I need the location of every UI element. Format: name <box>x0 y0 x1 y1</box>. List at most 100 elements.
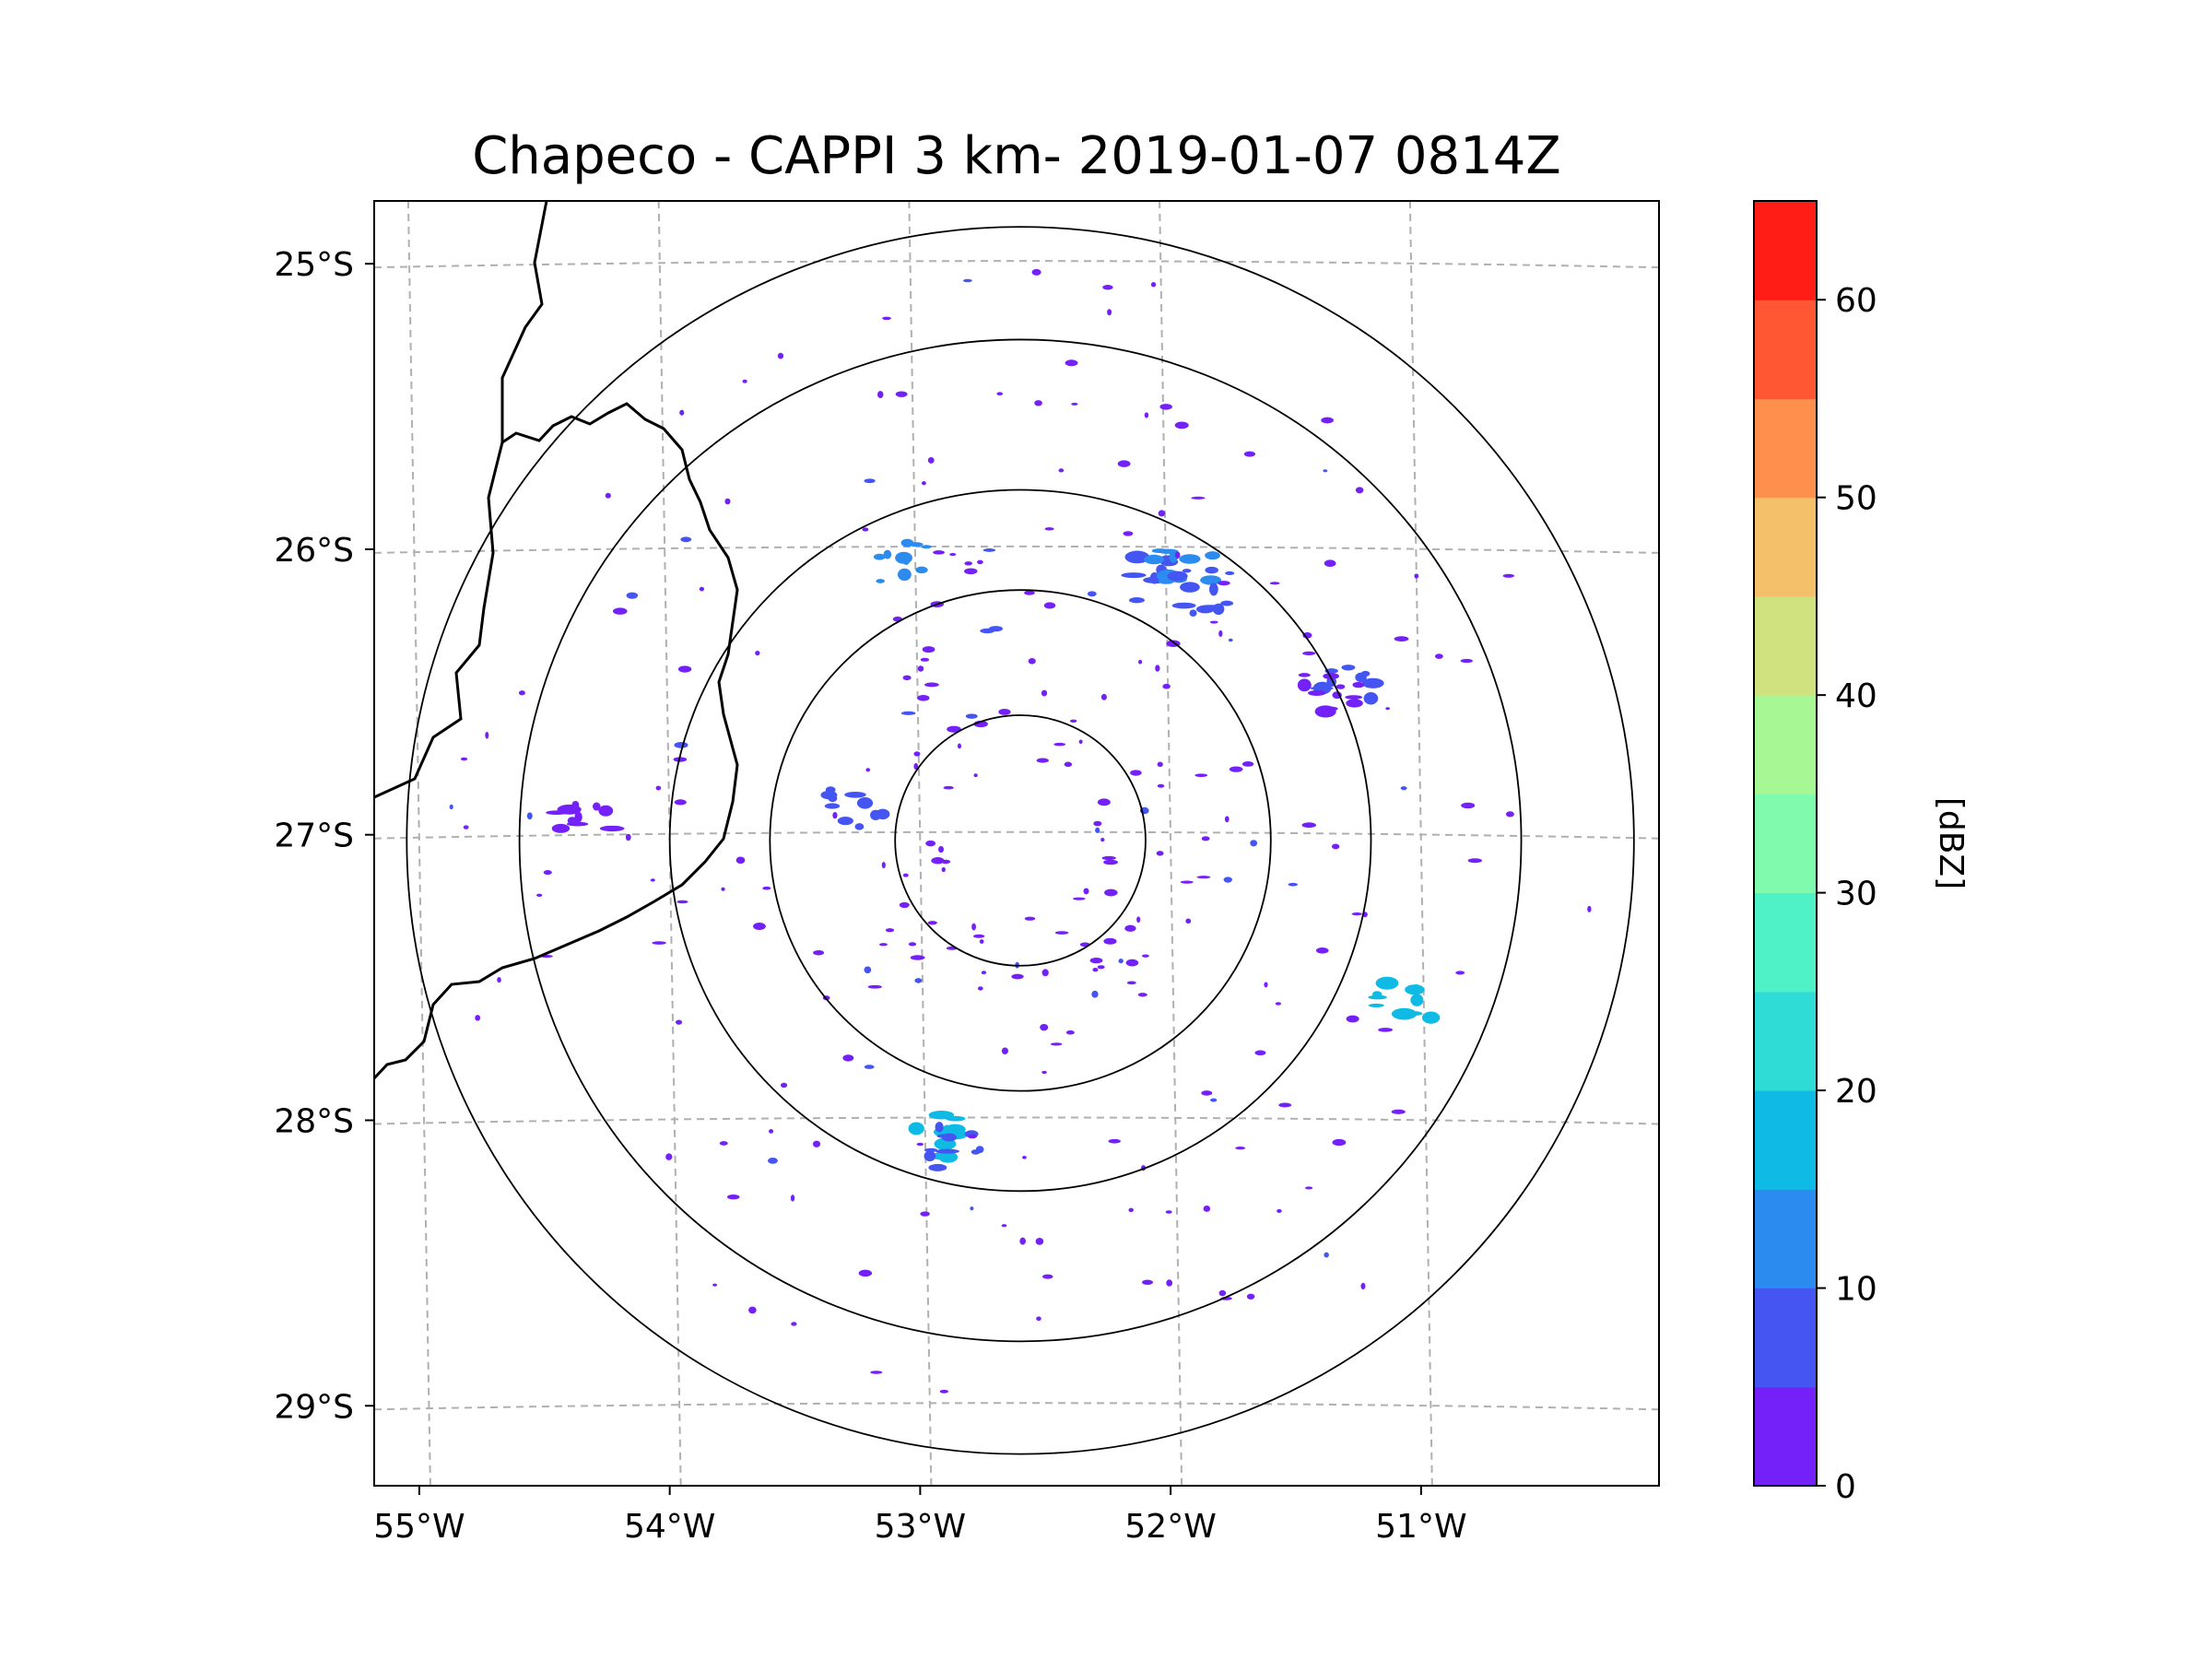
echo-cluster-cell <box>1391 1007 1418 1020</box>
echo-cell <box>1024 590 1035 595</box>
echo-cell <box>908 942 917 947</box>
echo-cell <box>842 1054 854 1062</box>
echo-cell <box>941 859 951 865</box>
border-argentina-west <box>374 201 548 799</box>
echo-cell <box>1201 836 1210 841</box>
echo-cell <box>753 923 766 930</box>
echo-cell <box>977 559 983 565</box>
echo-cell <box>767 1157 778 1164</box>
colorbar-bin <box>1754 201 1817 300</box>
echo-cell <box>605 492 611 499</box>
echo-cell <box>674 742 688 748</box>
colorbar-tick-label: 10 <box>1835 1271 1877 1309</box>
echo-cell <box>1159 404 1172 410</box>
gridline-lon <box>406 201 431 1486</box>
echo-cluster-cell <box>824 803 841 809</box>
echo-cell <box>920 1211 930 1217</box>
echo-cell <box>1391 1109 1406 1114</box>
range-ring <box>668 488 1372 1193</box>
y-axis-ticks: 25°S 26°S 27°S 28°S 29°S <box>274 246 374 1426</box>
echo-cell <box>1434 653 1443 659</box>
echo-cell <box>1054 931 1069 935</box>
range-ring <box>406 226 1635 1455</box>
echo-cell <box>977 986 983 991</box>
echo-cell <box>1460 658 1473 664</box>
echo-cell <box>862 527 869 532</box>
echo-cluster-cell <box>1335 684 1346 689</box>
echo-cluster-cell <box>1167 571 1188 582</box>
echo-cell <box>1093 820 1102 827</box>
echo-cell <box>780 1082 788 1088</box>
echo-cell <box>791 1322 797 1326</box>
echo-cell <box>1203 1205 1211 1212</box>
echo-cluster-cell <box>551 823 571 833</box>
echo-cell <box>1194 773 1208 778</box>
echo-cell <box>941 866 946 873</box>
echo-cell <box>1191 496 1206 500</box>
colorbar-tick-label: 40 <box>1835 677 1877 715</box>
echo-cell <box>927 456 935 464</box>
gridline-lat <box>374 1116 1659 1125</box>
border-santa-catarina-rs <box>374 402 739 1080</box>
echo-cell <box>790 1194 795 1202</box>
echo-cluster-cell <box>1208 582 1218 596</box>
x-tick-label: 54°W <box>624 1508 715 1546</box>
echo-cell <box>949 553 957 557</box>
echo-cell <box>1360 1282 1366 1290</box>
colorbar-bin <box>1754 497 1817 597</box>
echo-cell <box>1394 636 1409 641</box>
map-area <box>374 201 1659 1486</box>
echo-cluster-cell <box>1180 582 1200 593</box>
echo-cell <box>1166 1279 1173 1287</box>
echo-cell <box>858 1269 873 1277</box>
colorbar-bin <box>1754 1090 1817 1190</box>
echo-cell <box>1269 582 1280 585</box>
echo-cluster-cell <box>1421 1011 1441 1024</box>
gridlines <box>374 201 1659 1486</box>
echo-cell <box>755 650 760 656</box>
echo-cell <box>1089 957 1103 964</box>
echo-cell <box>1254 1050 1266 1056</box>
echo-cell <box>625 833 631 841</box>
x-axis-ticks: 55°W 54°W 53°W 52°W 51°W <box>373 1486 1467 1546</box>
echo-cell <box>914 978 923 983</box>
echo-cell <box>1058 468 1065 473</box>
colorbar-label: [dBZ] <box>1932 797 1970 889</box>
echo-cluster-cell <box>1182 569 1192 573</box>
echo-cluster-cell <box>1205 566 1218 574</box>
echo-cell <box>864 478 876 484</box>
echo-cell <box>1053 742 1066 747</box>
echo-cell <box>1324 559 1336 567</box>
echo-cell <box>1044 527 1054 531</box>
echo-cell <box>1069 719 1077 723</box>
echo-cell <box>1001 1224 1007 1228</box>
echo-cell <box>1136 916 1141 924</box>
echo-cluster-cell <box>908 1122 924 1135</box>
colorbar-bin <box>1754 1386 1817 1487</box>
echo-cell <box>449 804 453 810</box>
echo-cluster-cell <box>837 816 853 826</box>
range-ring <box>894 714 1147 967</box>
echo-cluster-cell <box>938 1151 959 1163</box>
echo-cell <box>735 856 746 865</box>
echo-cell <box>1165 1210 1172 1214</box>
echo-cell <box>1035 1238 1044 1245</box>
echo-cell <box>1196 876 1211 879</box>
echo-cluster-cell <box>895 551 912 564</box>
colorbar-tick-label: 50 <box>1835 480 1877 518</box>
echo-cell <box>1378 1028 1394 1032</box>
echo-cell <box>719 1141 728 1146</box>
echo-cell <box>1041 1070 1047 1075</box>
colorbar-bin <box>1754 1288 1817 1388</box>
echo-cell <box>721 887 725 891</box>
echo-cell <box>964 561 972 566</box>
echo-cell <box>1150 282 1157 288</box>
echo-cluster-cell <box>1129 597 1145 604</box>
echo-cell <box>882 316 891 321</box>
echo-cell <box>699 586 705 592</box>
echo-cell <box>1321 417 1334 424</box>
echo-cluster-cell <box>876 579 886 583</box>
echo-cell <box>865 768 871 772</box>
echo-cluster-cell <box>936 1134 952 1138</box>
echo-cell <box>877 391 884 399</box>
